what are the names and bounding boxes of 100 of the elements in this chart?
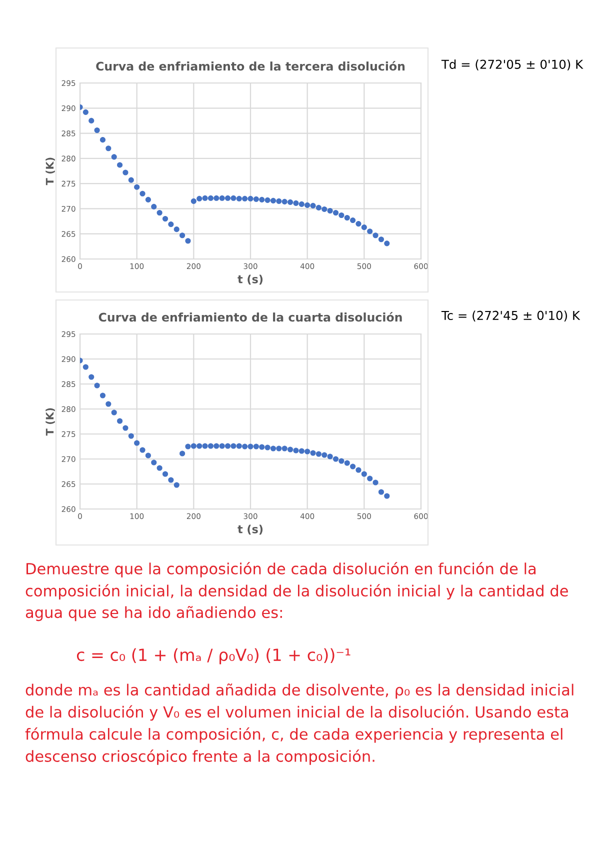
- point: [128, 177, 134, 183]
- text: Demuestre que la composición de cada disolución en función de la composición inicial, la densidad de la disolución inicial y la cantidad de agua que se ha ido añadiendo es:: [26, 562, 568, 622]
- point: [180, 450, 186, 456]
- point: [248, 444, 254, 450]
- point: [174, 226, 180, 232]
- point: [151, 460, 157, 466]
- text: Tc = (272'45 ± 0'10) K: [441, 310, 580, 322]
- point: [100, 392, 106, 398]
- chart-title: Curva de enfriamiento de la tercera disolución: [96, 61, 405, 71]
- point: [378, 489, 384, 495]
- point: [242, 196, 248, 202]
- point: [304, 448, 310, 454]
- point: [111, 154, 117, 160]
- point: [356, 467, 362, 473]
- point: [162, 216, 168, 222]
- point: [361, 471, 367, 477]
- point: [106, 401, 112, 407]
- x-axis-title: t (s): [238, 274, 263, 285]
- y-axis-title: T (K): [46, 408, 55, 436]
- point: [264, 444, 270, 450]
- point: [162, 471, 168, 477]
- point: [367, 476, 373, 482]
- point: [106, 146, 112, 152]
- x-axis-title: t (s): [238, 524, 263, 535]
- point: [190, 443, 196, 449]
- point: [145, 196, 151, 202]
- point: [264, 197, 270, 203]
- point: [202, 443, 208, 449]
- point: [350, 218, 356, 224]
- point: [259, 196, 265, 202]
- point: [190, 198, 196, 204]
- point: [327, 454, 333, 460]
- point: [298, 448, 304, 454]
- point: [230, 195, 236, 201]
- point: [372, 480, 378, 486]
- point: [316, 204, 322, 210]
- point: [361, 224, 367, 230]
- point: [185, 238, 191, 244]
- point: [322, 452, 328, 458]
- point: [180, 232, 186, 238]
- point: [310, 202, 316, 208]
- point: [140, 447, 146, 453]
- point: [384, 493, 390, 499]
- point: [196, 196, 202, 202]
- point: [288, 446, 294, 452]
- point: [88, 374, 94, 380]
- point: [322, 206, 328, 212]
- point: [344, 460, 350, 466]
- point: [378, 236, 384, 242]
- point: [282, 446, 288, 452]
- point: [293, 448, 299, 454]
- point: [174, 482, 180, 488]
- point: [270, 446, 276, 452]
- point: [310, 450, 316, 456]
- point: [208, 195, 214, 201]
- point: [276, 446, 282, 452]
- point: [316, 451, 322, 457]
- y-axis-title: T (K): [46, 158, 55, 186]
- point: [298, 201, 304, 207]
- point: [117, 418, 123, 424]
- point: [82, 364, 88, 370]
- point: [214, 195, 220, 201]
- point: [208, 443, 214, 449]
- point: [304, 202, 310, 208]
- point: [82, 109, 88, 115]
- point: [224, 195, 231, 201]
- point: [134, 440, 140, 446]
- point: [122, 425, 128, 431]
- point: [248, 196, 254, 202]
- point: [288, 199, 294, 205]
- point: [128, 433, 134, 439]
- point: [276, 198, 282, 204]
- chart-title: Curva de enfriamiento de la cuarta disolución: [98, 312, 402, 322]
- text: c = c₀ (1 + (mₐ / ρ₀V₀) (1 + c₀))⁻¹: [76, 648, 350, 664]
- point: [94, 382, 100, 388]
- point: [156, 210, 162, 216]
- point: [367, 228, 373, 234]
- point: [338, 212, 344, 218]
- point: [236, 443, 242, 449]
- point: [338, 458, 344, 464]
- point: [384, 240, 390, 246]
- point: [332, 456, 339, 462]
- text: Td = (272'05 ± 0'10) K: [441, 59, 584, 70]
- point: [219, 443, 225, 449]
- point: [94, 127, 100, 134]
- point: [219, 195, 225, 201]
- point: [332, 210, 339, 216]
- point: [224, 443, 231, 449]
- point: [293, 200, 299, 206]
- point: [111, 410, 117, 416]
- point: [202, 195, 208, 201]
- point: [253, 196, 259, 202]
- point: [117, 162, 123, 168]
- point: [282, 198, 288, 204]
- point: [270, 198, 276, 204]
- point: [145, 452, 151, 458]
- point: [230, 443, 236, 449]
- point: [168, 477, 174, 483]
- point: [151, 204, 157, 210]
- text: donde mₐ es la cantidad añadida de disolvente, ρ₀ es la densidad inicial de la disolución y V₀ es el volumen inicial de la disolución. Usando esta fórmula calcule la composición, c, de cada experiencia y representa el descenso crioscópico frente a la composición.: [25, 684, 574, 765]
